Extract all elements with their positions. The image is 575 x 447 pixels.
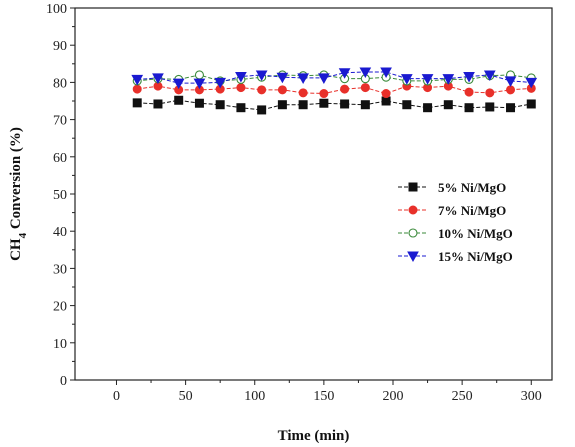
data-point	[402, 100, 412, 110]
y-tick-label: 50	[53, 188, 67, 203]
y-tick-label: 30	[53, 262, 67, 277]
y-tick-label: 20	[53, 300, 67, 315]
data-point	[236, 83, 246, 93]
data-point	[338, 68, 351, 79]
y-tick-label: 0	[60, 374, 67, 389]
legend-label: 5% Ni/MgO	[438, 180, 506, 195]
y-tick-label: 40	[53, 225, 67, 240]
data-point	[193, 78, 206, 90]
data-point	[359, 67, 372, 79]
legend-item-2: 7% Ni/MgO	[398, 203, 506, 218]
data-point	[463, 71, 475, 83]
x-tick-label: 100	[244, 389, 265, 404]
data-point	[504, 76, 517, 87]
data-point	[131, 74, 144, 86]
y-tick-label: 60	[53, 151, 67, 166]
x-tick-label: 0	[113, 389, 120, 404]
data-point	[277, 100, 287, 110]
data-point	[506, 85, 516, 95]
data-point	[214, 77, 227, 89]
data-point	[380, 67, 392, 79]
data-point	[423, 103, 433, 113]
x-axis-title: Time (min)	[278, 428, 350, 444]
y-axis-title: CH4 Conversion (%)	[8, 127, 29, 261]
data-point	[442, 74, 455, 85]
series-4	[131, 67, 538, 90]
legend-marker	[408, 228, 418, 238]
data-point	[360, 83, 370, 93]
series-1	[132, 95, 536, 115]
data-point	[485, 88, 495, 98]
data-point	[235, 71, 247, 83]
data-point	[340, 99, 350, 109]
data-point	[174, 95, 184, 105]
data-point	[485, 102, 495, 112]
y-tick-label: 100	[46, 2, 67, 17]
data-point	[153, 99, 163, 109]
legend-marker	[408, 205, 418, 215]
data-point	[298, 100, 308, 110]
legend-marker	[407, 251, 419, 263]
data-point	[464, 87, 474, 97]
legend-label: 15% Ni/MgO	[438, 249, 513, 264]
data-point	[236, 103, 246, 113]
series-2	[132, 81, 536, 99]
y-tick-label: 80	[53, 76, 67, 91]
data-point	[464, 103, 474, 113]
y-tick-label: 90	[53, 39, 67, 54]
data-point	[318, 73, 330, 84]
x-tick-label: 200	[383, 389, 404, 404]
data-point	[257, 85, 267, 95]
data-point	[276, 72, 289, 84]
legend-label: 7% Ni/MgO	[438, 203, 506, 218]
series-line	[137, 71, 532, 84]
data-point	[421, 74, 434, 85]
y-axis-title-main: CH	[8, 238, 24, 261]
data-point	[525, 77, 538, 89]
legend-item-3: 10% Ni/MgO	[398, 226, 513, 241]
x-tick-label: 250	[452, 389, 473, 404]
data-point	[526, 99, 536, 109]
data-point	[255, 70, 268, 81]
data-point	[152, 73, 164, 84]
data-point	[319, 89, 329, 99]
legend-label: 10% Ni/MgO	[438, 226, 513, 241]
y-axis-title-subscript: 4	[17, 232, 29, 238]
data-point	[443, 100, 453, 110]
x-tick-label: 300	[521, 389, 542, 404]
data-point	[297, 73, 309, 84]
axes: 0 50 100 150 200 250 300 0 10 20 30 40 50 60 70 80 90 100	[46, 2, 553, 404]
data-point	[381, 89, 391, 99]
data-point	[194, 70, 204, 80]
legend-item-1: 5% Ni/MgO	[398, 180, 506, 195]
data-point	[360, 100, 370, 110]
data-point	[319, 98, 329, 108]
y-tick-label: 70	[53, 114, 67, 129]
data-point	[277, 85, 287, 95]
series-layer	[131, 67, 538, 115]
data-point	[483, 70, 496, 81]
y-tick-label: 10	[53, 337, 67, 352]
data-point	[132, 98, 142, 108]
x-tick-label: 50	[179, 389, 193, 404]
data-point	[381, 96, 391, 106]
data-point	[298, 88, 308, 98]
y-axis-title-rest: Conversion (%)	[8, 127, 24, 233]
legend-marker	[408, 182, 418, 192]
data-point	[194, 98, 204, 108]
legend-item-4: 15% Ni/MgO	[398, 249, 513, 264]
x-tick-label: 150	[313, 389, 334, 404]
data-point	[257, 105, 267, 115]
data-point	[172, 78, 185, 90]
data-point	[400, 74, 413, 85]
data-point	[132, 84, 142, 94]
data-point	[340, 84, 350, 94]
data-point	[215, 100, 225, 110]
legend: 5% Ni/MgO 7% Ni/MgO 10% Ni/MgO 15% Ni/MgO	[398, 180, 513, 264]
data-point	[506, 103, 516, 113]
